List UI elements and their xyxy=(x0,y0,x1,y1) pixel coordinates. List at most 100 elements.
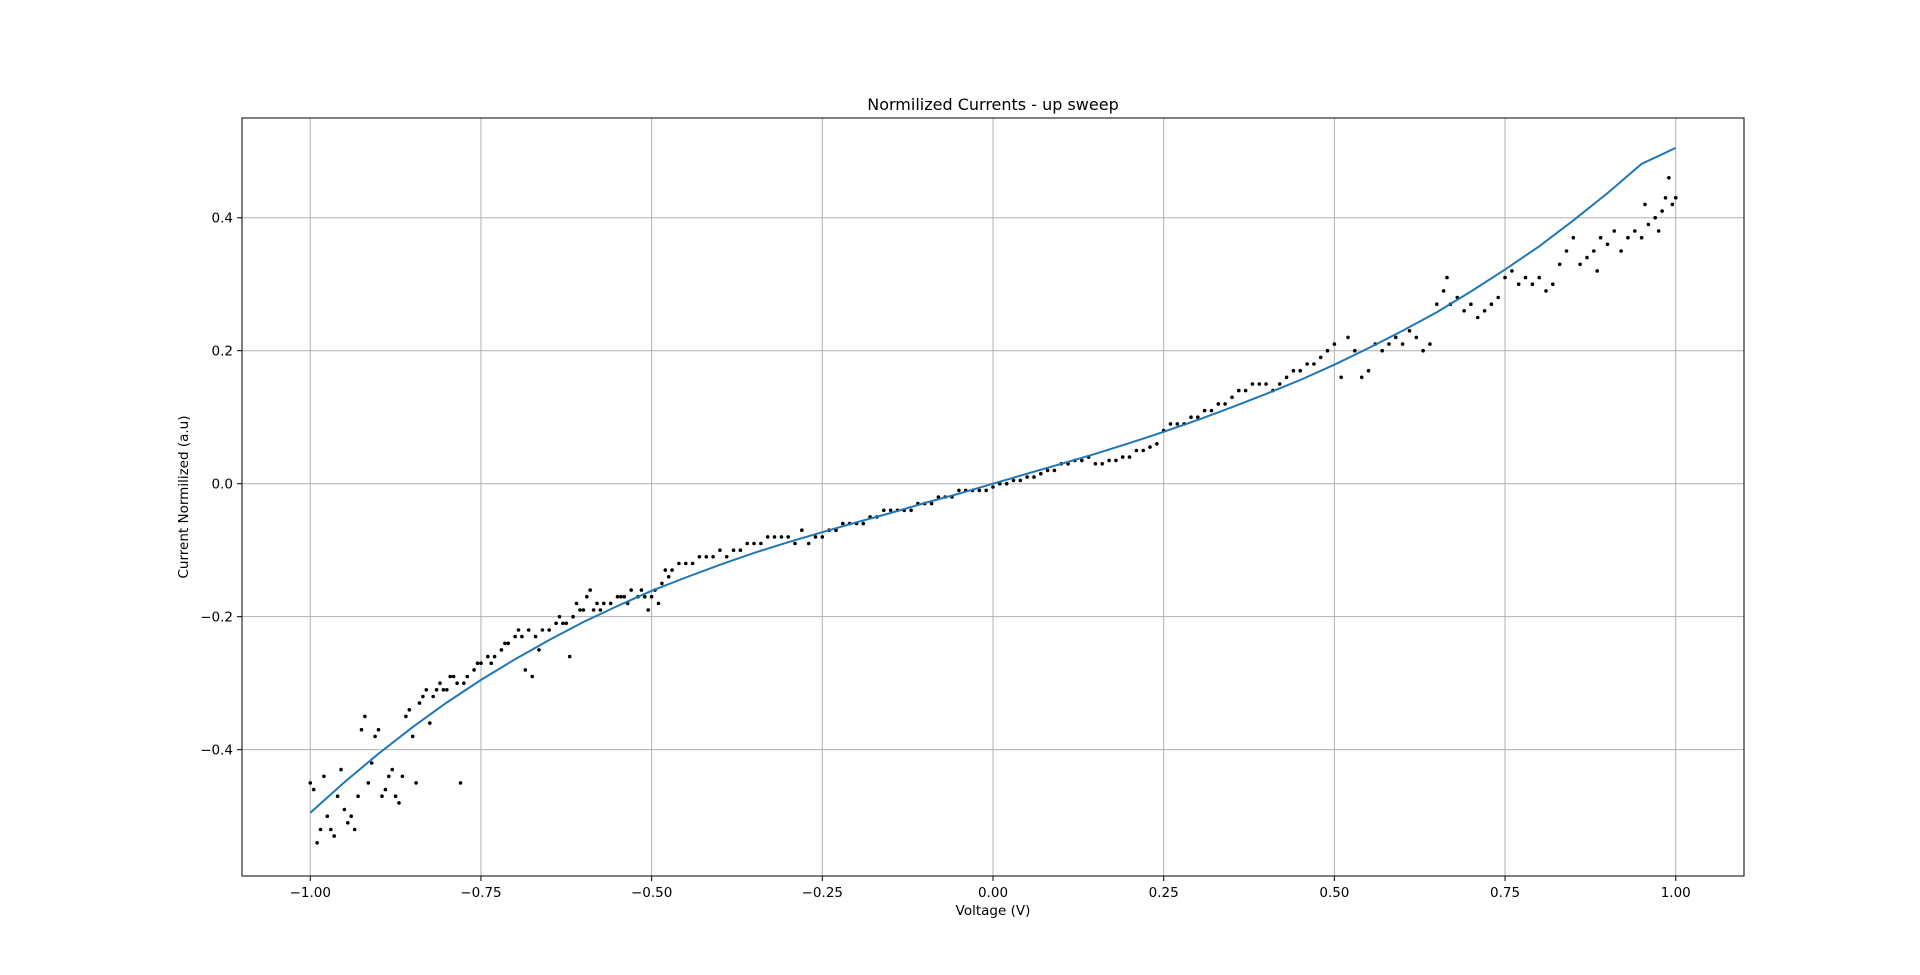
scatter-point xyxy=(1230,395,1234,400)
scatter-point xyxy=(1380,348,1384,353)
scatter-point xyxy=(567,654,572,659)
scatter-point xyxy=(724,555,729,559)
scatter-point xyxy=(1018,478,1023,483)
scatter-point xyxy=(1557,262,1562,267)
scatter-point xyxy=(765,535,770,539)
scatter-point xyxy=(1551,282,1555,287)
scatter-point xyxy=(489,661,494,665)
scatter-point xyxy=(526,628,531,632)
scatter-point xyxy=(421,694,425,699)
scatter-point xyxy=(1134,448,1139,453)
scatter-point xyxy=(663,568,668,572)
scatter-point xyxy=(557,614,562,619)
scatter-point xyxy=(1571,235,1576,240)
scatter-point xyxy=(1339,375,1343,380)
scatter-point xyxy=(1216,402,1221,406)
scatter-point xyxy=(581,608,586,612)
scatter-point xyxy=(1462,309,1466,313)
scatter-point xyxy=(445,688,449,692)
scatter-point xyxy=(649,594,654,599)
scatter-point xyxy=(513,634,517,639)
x-tick-label: −0.25 xyxy=(802,885,843,901)
scatter-point xyxy=(1646,222,1651,227)
x-tick-label: 0.50 xyxy=(1319,885,1349,901)
x-tick-label: 1.00 xyxy=(1661,885,1691,901)
scatter-point xyxy=(537,648,541,652)
scatter-point xyxy=(448,674,453,679)
scatter-point xyxy=(1667,176,1671,180)
scatter-point xyxy=(1353,348,1357,353)
scatter-point xyxy=(1332,342,1337,346)
scatter-point xyxy=(936,495,941,499)
scatter-point xyxy=(615,594,620,599)
scatter-point xyxy=(1114,458,1118,463)
scatter-point xyxy=(503,641,507,646)
scatter-point xyxy=(339,767,343,772)
scatter-point xyxy=(1435,302,1439,307)
scatter-point xyxy=(759,541,763,546)
scatter-point xyxy=(793,541,797,546)
scatter-point xyxy=(349,814,354,818)
scatter-point xyxy=(1305,362,1309,366)
scatter-point xyxy=(666,575,671,579)
scatter-point xyxy=(424,688,429,692)
scatter-point xyxy=(1441,289,1446,293)
scatter-point xyxy=(380,794,384,798)
scatter-point xyxy=(1595,269,1599,273)
scatter-point xyxy=(639,588,644,592)
scatter-point xyxy=(434,688,439,692)
scatter-point xyxy=(1489,302,1494,307)
scatter-point xyxy=(1093,462,1098,466)
scatter-point xyxy=(1530,282,1535,287)
scatter-point xyxy=(1564,249,1569,253)
scatter-point xyxy=(1237,388,1241,393)
scatter-point xyxy=(431,694,436,699)
scatter-point xyxy=(516,628,521,632)
x-axis-label: Voltage (V) xyxy=(956,903,1031,919)
scatter-point xyxy=(1366,368,1371,373)
scatter-point xyxy=(1387,342,1391,346)
scatter-point xyxy=(1100,462,1104,466)
y-tick-label: 0.4 xyxy=(212,211,233,227)
scatter-point xyxy=(325,814,330,818)
scatter-point xyxy=(533,634,538,639)
scatter-point xyxy=(1523,275,1528,280)
scatter-point xyxy=(1537,275,1541,280)
scatter-point xyxy=(393,794,398,798)
scatter-point xyxy=(1196,415,1200,420)
scatter-point xyxy=(492,654,497,659)
x-tick-label: −1.00 xyxy=(290,885,331,901)
scatter-point xyxy=(1346,335,1350,340)
x-tick-label: 0.75 xyxy=(1490,885,1520,901)
scatter-point xyxy=(1670,202,1675,207)
scatter-point xyxy=(1155,442,1159,446)
scatter-point xyxy=(1168,422,1173,426)
x-tick-label: −0.75 xyxy=(460,885,501,901)
scatter-point xyxy=(1148,445,1152,449)
scatter-point xyxy=(1656,229,1661,233)
y-tick-label: 0.0 xyxy=(212,477,233,493)
scatter-point xyxy=(335,794,340,798)
scatter-point xyxy=(329,827,333,832)
y-tick-label: −0.4 xyxy=(200,743,233,759)
scatter-point xyxy=(1264,382,1268,386)
scatter-point xyxy=(1298,368,1302,373)
scatter-point xyxy=(1660,209,1664,213)
scatter-point xyxy=(441,688,446,692)
scatter-point xyxy=(1503,275,1507,280)
scatter-point xyxy=(499,648,504,652)
scatter-point xyxy=(1612,229,1617,233)
scatter-point xyxy=(1663,196,1668,200)
scatter-point xyxy=(786,535,790,539)
scatter-point xyxy=(1400,342,1405,346)
scatter-point xyxy=(861,521,866,526)
scatter-point xyxy=(1626,235,1630,240)
scatter-point xyxy=(991,485,995,489)
scatter-point xyxy=(523,668,528,672)
scatter-point xyxy=(318,827,323,832)
scatter-point xyxy=(646,608,650,612)
y-tick-label: −0.2 xyxy=(200,610,233,626)
scatter-point xyxy=(346,821,350,825)
scatter-point xyxy=(506,641,511,646)
